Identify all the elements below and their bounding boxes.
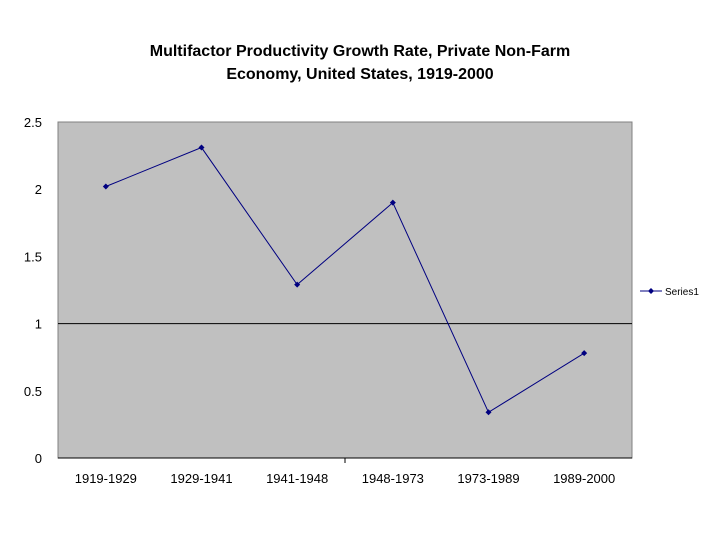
data-point xyxy=(198,144,205,151)
x-tick-label: 1929-1941 xyxy=(170,471,232,486)
y-tick-label: 1 xyxy=(35,317,42,332)
legend-marker xyxy=(648,288,654,294)
series-line xyxy=(105,146,585,414)
y-tick-label: 0.5 xyxy=(24,384,42,399)
y-tick-label: 2 xyxy=(35,182,42,197)
x-tick-label: 1948-1973 xyxy=(362,471,424,486)
data-point xyxy=(294,281,301,288)
plot-area xyxy=(57,121,633,459)
legend-label: Series1 xyxy=(665,287,699,298)
data-point xyxy=(389,199,396,206)
y-tick-label: 2.5 xyxy=(24,115,42,130)
y-tick-label: 0 xyxy=(35,451,42,466)
x-tick-label: 1989-2000 xyxy=(553,471,615,486)
chart-title: Multifactor Productivity Growth Rate, Pr… xyxy=(60,40,660,86)
x-axis-ticks: 1919-1929 1929-1941 1941-1948 1948-1973 1973… xyxy=(75,458,615,486)
y-axis-ticks: 0 0.5 1 1.5 2 2.5 xyxy=(24,115,42,466)
series-layer xyxy=(102,144,588,416)
data-point xyxy=(485,409,492,416)
data-point xyxy=(581,350,588,357)
data-point xyxy=(102,183,109,190)
x-tick-label: 1919-1929 xyxy=(75,471,137,486)
x-tick-label: 1973-1989 xyxy=(457,471,519,486)
x-tick-label: 1941-1948 xyxy=(266,471,328,486)
chart-title-line-2: Economy, United States, 1919-2000 xyxy=(226,66,494,83)
chart-title-line-1: Multifactor Productivity Growth Rate, Pr… xyxy=(149,43,571,60)
y-tick-label: 1.5 xyxy=(24,249,42,264)
legend: Series1 xyxy=(640,287,699,298)
